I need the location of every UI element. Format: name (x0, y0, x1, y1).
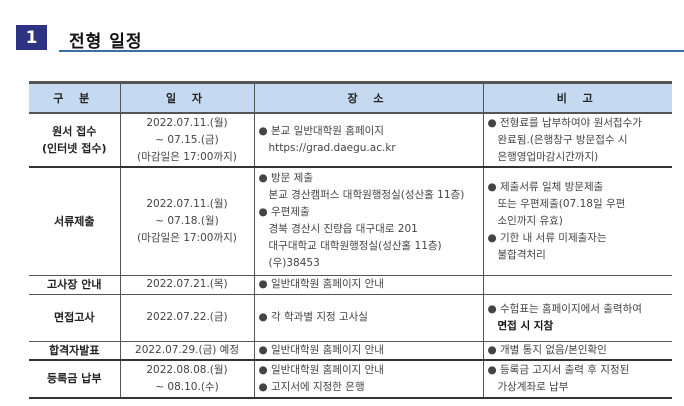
date-text: (마감일은 17:00까지) (137, 231, 237, 244)
table-row: 원서 접수 (인터넷 접수) 2022.07.11.(월) ~ 07.15.(금) (… (29, 112, 672, 168)
category-text: 원서 접수 (52, 125, 97, 138)
header-place: 장 소 (253, 82, 484, 114)
place-cell: ● 일반대학원 홈페이지 안내 ● 고지서에 지정한 은행 (253, 359, 484, 398)
place-cell: ● 일반대학원 홈페이지 안내 (253, 274, 484, 295)
place-text: ● 일반대학원 홈페이지 안내 (258, 363, 384, 376)
note-text: ● 전형료를 납부하여야 원서접수가 (487, 116, 642, 129)
note-text: 은행영업마감시간까지) (497, 150, 599, 163)
category-cell: 면접고사 (29, 293, 121, 342)
place-text: ● 방문 제출 (258, 172, 313, 185)
header-category: 구 분 (29, 82, 121, 114)
note-cell: ● 제출서류 일체 방문제출 또는 우편제출(07.18일 우편 소인까지 유효… (482, 166, 672, 276)
homepage-link[interactable]: https://grad.daegu.ac.kr (268, 142, 396, 154)
note-text: 불합격처리 (497, 248, 546, 261)
place-text: 경북 경산시 진량읍 대구대로 201 (268, 223, 418, 236)
date-cell: 2022.07.29.(금) 예정 (119, 340, 255, 361)
section-number: 1 (16, 25, 47, 50)
date-text: (마감일은 17:00까지) (137, 150, 237, 163)
place-text: 대구대학교 대학원행정실(성산홀 11층) (268, 240, 442, 253)
place-cell: ● 각 학과별 지정 고사실 (253, 293, 484, 342)
date-text: ~ 07.15.(금) (155, 133, 219, 146)
place-cell: ● 방문 제출 본교 경산캠퍼스 대학원행정실(성산홀 11층) ● 우편제출 … (253, 166, 484, 276)
place-text: ● 고지서에 지정한 은행 (258, 380, 365, 393)
place-text: (우)38453 (268, 257, 320, 270)
note-text: 가상계좌로 납부 (497, 380, 569, 393)
note-text: 소인까지 유효) (497, 214, 563, 227)
header-note: 비 고 (482, 82, 672, 114)
note-text: ● 제출서류 일체 방문제출 (487, 180, 604, 193)
category-cell: 합격자발표 (29, 340, 121, 361)
header-row: 구 분 일 자 장 소 비 고 (29, 82, 672, 114)
date-text: 2022.07.11.(월) (146, 197, 228, 210)
table-row: 합격자발표 2022.07.29.(금) 예정 ● 일반대학원 홈페이지 안내 … (29, 340, 672, 361)
table-row: 등록금 납부 2022.08.08.(월) ~ 08.10.(수) ● 일반대학원… (29, 359, 672, 398)
category-text: 서류제출 (54, 214, 95, 228)
table-row: 고사장 안내 2022.07.21.(목) ● 일반대학원 홈페이지 안내 (29, 274, 672, 295)
note-cell: ● 개별 통지 없음/본인확인 (482, 340, 672, 361)
note-text: 완료됨.(은행창구 방문접수 시 (497, 133, 628, 146)
schedule-table: 구 분 일 자 장 소 비 고 원서 접수 (인터넷 접수) 2022.07.11… (29, 81, 672, 399)
date-text: 2022.08.08.(월) (146, 363, 228, 376)
title-underline (59, 50, 684, 52)
date-cell: 2022.07.11.(월) ~ 07.15.(금) (마감일은 17:00까지) (119, 112, 255, 168)
date-text: 2022.07.11.(월) (146, 116, 228, 129)
note-text: ● 수험표는 홈페이지에서 출력하여 (487, 302, 642, 315)
note-emphasis: 면접 시 지참 (497, 319, 554, 332)
table-row: 면접고사 2022.07.22.(금) ● 각 학과별 지정 고사실 ● 수험표… (29, 293, 672, 342)
note-text: ● 기한 내 서류 미제출자는 (487, 231, 607, 244)
date-cell: 2022.07.11.(월) ~ 07.18.(월) (마감일은 17:00까지) (119, 166, 255, 276)
note-text: 또는 우편제출(07.18일 우편 (497, 197, 626, 210)
table-row: 서류제출 2022.07.11.(월) ~ 07.18.(월) (마감일은 17:0… (29, 166, 672, 276)
category-text: (인터넷 접수) (42, 142, 107, 155)
header-date: 일 자 (119, 82, 255, 114)
date-cell: 2022.07.22.(금) (119, 293, 255, 342)
place-text: ● 본교 일반대학원 홈페이지 (258, 125, 384, 137)
place-cell: ● 일반대학원 홈페이지 안내 (253, 340, 484, 361)
place-cell: ● 본교 일반대학원 홈페이지 https://grad.daegu.ac.kr (253, 112, 484, 168)
section-title: 전형 일정 (69, 32, 143, 52)
date-text: ~ 07.18.(월) (155, 214, 219, 227)
category-cell: 고사장 안내 (29, 274, 121, 295)
date-cell: 2022.07.21.(목) (119, 274, 255, 295)
place-text: 본교 경산캠퍼스 대학원행정실(성산홀 11층) (268, 189, 465, 202)
category-cell: 원서 접수 (인터넷 접수) (29, 112, 121, 168)
date-cell: 2022.08.08.(월) ~ 08.10.(수) (119, 359, 255, 398)
note-text: ● 등록금 고지서 출력 후 지정된 (487, 363, 630, 376)
date-text: ~ 08.10.(수) (155, 380, 219, 393)
category-cell: 등록금 납부 (29, 359, 121, 398)
note-cell (482, 274, 672, 295)
place-text: ● 우편제출 (258, 206, 310, 219)
category-cell: 서류제출 (29, 166, 121, 276)
